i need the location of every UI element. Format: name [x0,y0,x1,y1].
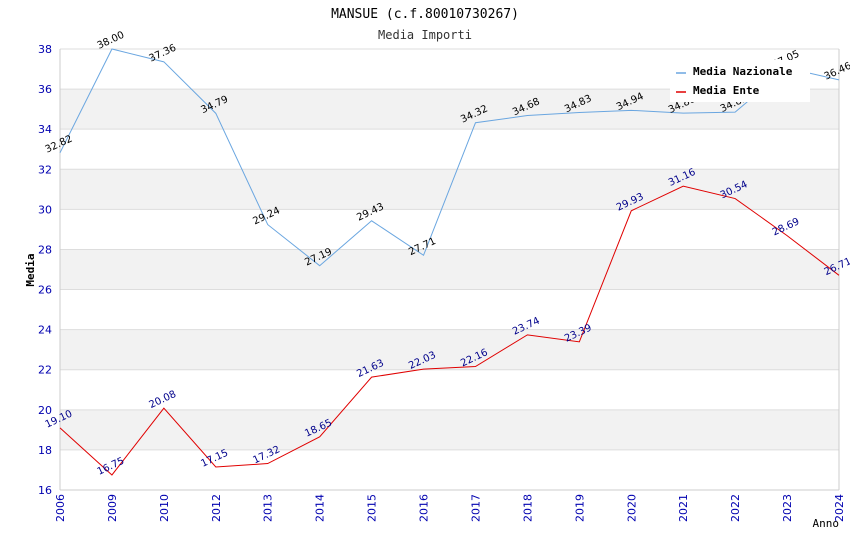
y-tick-label-26: 26 [38,284,52,297]
y-tick-labels: 16 18 20 22 24 26 28 30 32 34 36 38 [38,43,52,497]
chart-subtitle: Media Importi [378,28,472,42]
y-tick-label-30: 30 [38,203,52,216]
x-axis-label: Anno [813,517,840,530]
legend-label-media-ente: Media Ente [693,84,760,97]
x-tick-label-2016: 2016 [418,494,431,522]
series-line-media-ente [59,185,840,476]
axes [59,49,840,491]
series-lines [59,48,840,476]
y-tick-label-24: 24 [38,324,52,337]
x-tick-label-2018: 2018 [521,494,534,522]
y-tick-label-16: 16 [38,484,52,497]
x-tick-label-2013: 2013 [262,494,275,522]
y-tick-label-32: 32 [38,163,52,176]
x-tick-labels: 2006 2009 2010 2012 2013 2014 2015 2016 2017 2018… [54,494,846,522]
data-label-media-ente-2010: 20.08 [148,389,179,411]
legend-label-media-nazionale: Media Nazionale [693,65,793,78]
grid-band [60,249,839,290]
y-tick-label-28: 28 [38,243,52,256]
chart-title: MANSUE (c.f.80010730267) [331,7,519,22]
y-axis-label: Media [24,253,37,286]
grid-band [60,409,839,450]
x-tick-label-2022: 2022 [729,494,742,522]
y-tick-label-36: 36 [38,83,52,96]
x-tick-label-2014: 2014 [314,494,327,522]
x-tick-label-2019: 2019 [573,494,586,522]
y-tick-label-20: 20 [38,404,52,417]
x-tick-label-2023: 2023 [781,494,794,522]
x-tick-label-2017: 2017 [469,494,482,522]
x-tick-label-2024: 2024 [833,494,846,522]
data-label-media-nazionale-2006: 32.82 [44,134,75,156]
x-tick-label-2010: 2010 [158,494,171,522]
x-tick-label-2012: 2012 [210,494,223,522]
y-tick-label-38: 38 [38,43,52,56]
data-label-media-nazionale-2009: 38.00 [96,30,127,52]
y-tick-label-34: 34 [38,123,52,136]
x-tick-label-2020: 2020 [625,494,638,522]
grid-band [60,329,839,370]
y-tick-label-18: 18 [38,444,52,457]
plot-bands [60,89,839,450]
series-line-media-nazionale [59,48,840,267]
legend-box [670,60,810,102]
x-tick-label-2006: 2006 [54,494,67,522]
x-tick-label-2015: 2015 [366,494,379,522]
legend: Media Nazionale Media Ente [670,60,810,102]
grid-lines [60,48,839,491]
x-tick-label-2021: 2021 [677,494,690,522]
y-tick-label-22: 22 [38,364,52,377]
x-tick-label-2009: 2009 [106,494,119,522]
